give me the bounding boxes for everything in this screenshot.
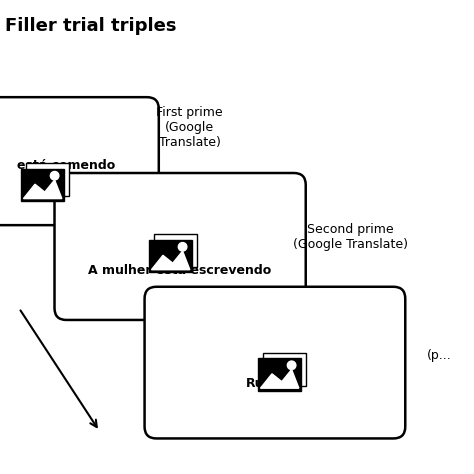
- Text: Running: Running: [246, 377, 304, 391]
- Circle shape: [178, 243, 187, 251]
- FancyBboxPatch shape: [27, 164, 69, 196]
- FancyBboxPatch shape: [149, 240, 192, 272]
- Polygon shape: [24, 180, 62, 199]
- FancyBboxPatch shape: [155, 235, 197, 267]
- Polygon shape: [261, 370, 299, 388]
- FancyBboxPatch shape: [264, 353, 306, 386]
- FancyBboxPatch shape: [258, 358, 301, 391]
- FancyBboxPatch shape: [21, 168, 64, 201]
- Text: First prime
(Google
Translate): First prime (Google Translate): [156, 107, 223, 149]
- Circle shape: [287, 361, 296, 370]
- Circle shape: [50, 172, 59, 180]
- FancyBboxPatch shape: [0, 97, 159, 225]
- Text: está comendo: está comendo: [17, 159, 116, 173]
- Polygon shape: [152, 251, 190, 270]
- FancyBboxPatch shape: [145, 287, 405, 438]
- Text: (p...: (p...: [427, 349, 451, 362]
- Text: A mulher está escrevendo: A mulher está escrevendo: [89, 264, 272, 277]
- FancyBboxPatch shape: [55, 173, 306, 320]
- Text: Filler trial triples: Filler trial triples: [5, 17, 176, 35]
- Text: Second prime
(Google Translate): Second prime (Google Translate): [293, 223, 408, 251]
